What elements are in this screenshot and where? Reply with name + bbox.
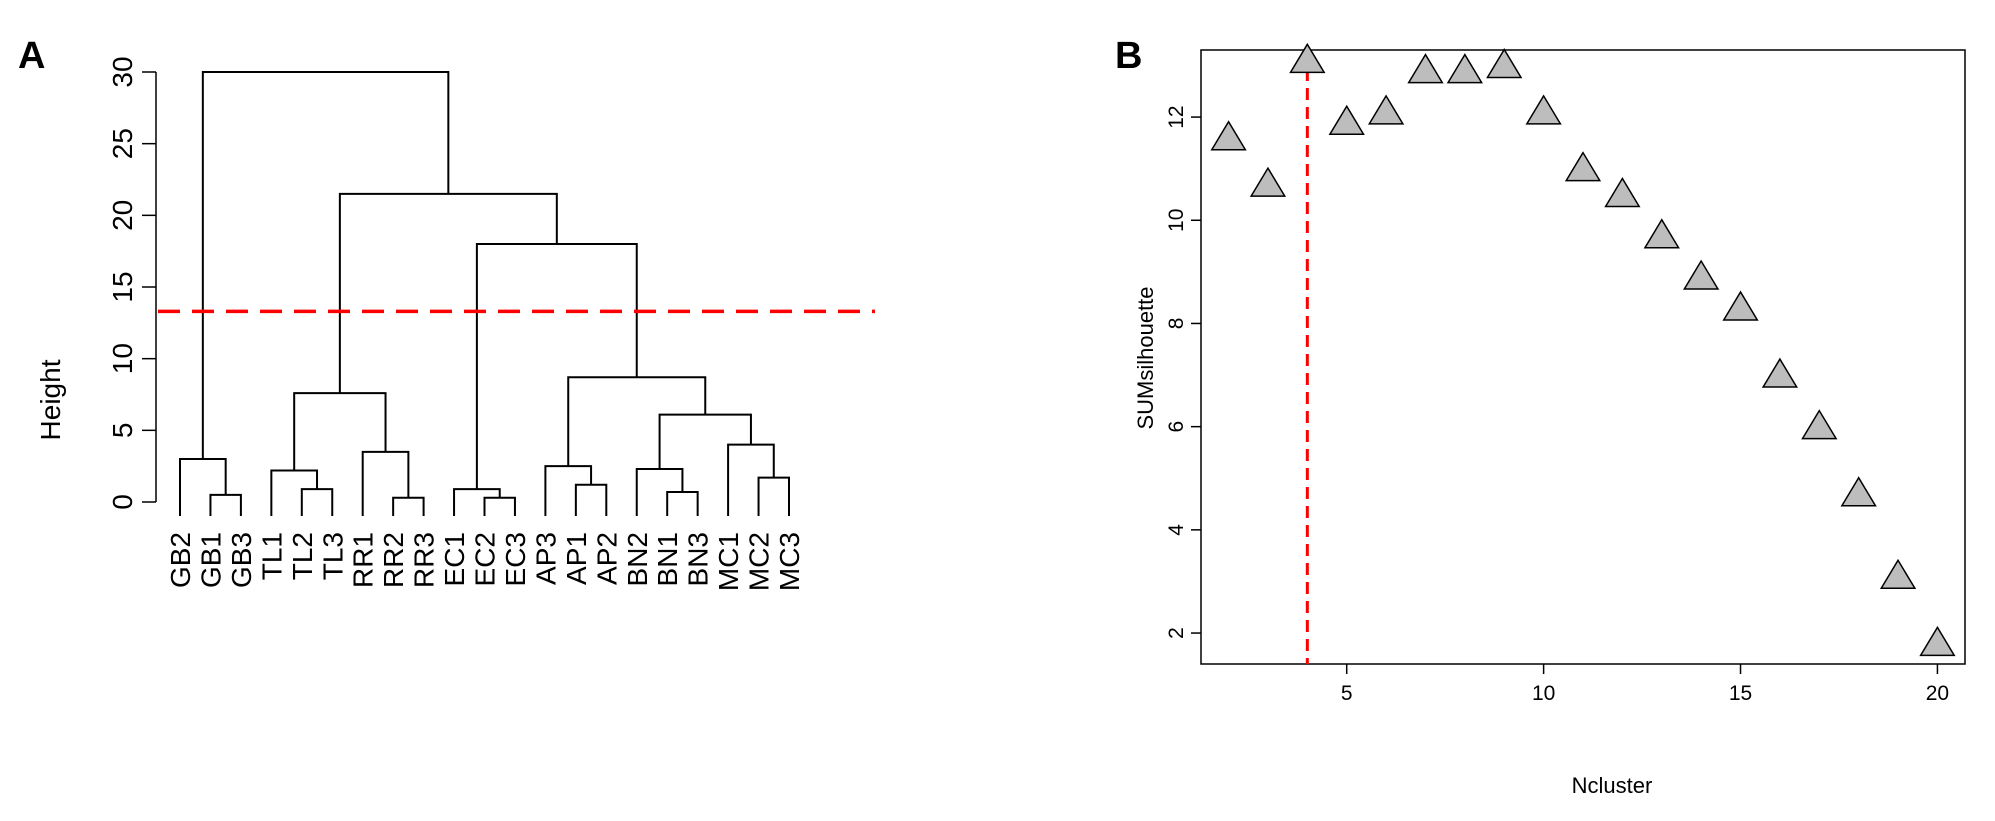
y-tick-label: 8 <box>1165 318 1188 330</box>
dendrogram-branch <box>483 496 516 516</box>
silhouette-point <box>1446 53 1483 84</box>
silhouette-point <box>1643 218 1680 249</box>
leaf-label: GB1 <box>195 532 226 588</box>
silhouette-point <box>1289 42 1326 74</box>
silhouette-point <box>1840 476 1877 507</box>
y-tick-label: 15 <box>107 271 138 302</box>
leaf-label: BN3 <box>683 532 714 586</box>
dendrogram-branch <box>544 465 593 516</box>
panel-label-b: B <box>1115 35 1142 77</box>
silhouette-x-axis: 5 10 15 20 <box>1341 664 1949 705</box>
silhouette-points <box>1210 42 1956 657</box>
leaf-label: AP1 <box>561 532 592 585</box>
leaf-label: MC1 <box>713 532 744 591</box>
leaf-label: TL1 <box>256 532 287 580</box>
leaf-label: EC1 <box>439 532 470 586</box>
y-tick-label: 2 <box>1165 627 1188 639</box>
dendrogram-branch <box>293 392 387 471</box>
silhouette-x-axis-label: Ncluster <box>1572 773 1653 798</box>
silhouette-point <box>1879 558 1917 590</box>
silhouette-point <box>1210 120 1247 151</box>
leaf-label: GB3 <box>226 532 257 588</box>
x-tick-label: 15 <box>1729 682 1752 705</box>
dendrogram-y-axis-label: Height <box>35 359 66 440</box>
dendrogram-branches <box>179 71 790 516</box>
silhouette-point <box>1486 48 1523 79</box>
y-tick-label: 5 <box>107 423 138 439</box>
dendrogram-branch <box>300 488 334 516</box>
y-tick-label: 4 <box>1165 524 1188 536</box>
dendrogram-y-axis: 0 5 10 15 20 25 30 <box>107 56 157 510</box>
y-tick-label: 0 <box>107 494 138 510</box>
dendrogram-branch <box>567 376 707 467</box>
silhouette-y-axis-label: SUMsilhouette <box>1133 286 1158 429</box>
leaf-label: BN2 <box>622 532 653 586</box>
silhouette-point <box>1525 94 1562 125</box>
dendrogram-branch <box>338 192 558 394</box>
leaf-label: MC2 <box>744 532 775 591</box>
y-tick-label: 25 <box>107 128 138 159</box>
silhouette-point <box>1761 357 1799 388</box>
silhouette-point <box>1564 151 1602 182</box>
leaf-label: RR2 <box>378 532 409 588</box>
silhouette-y-axis: 2 4 6 8 10 12 <box>1165 105 1201 639</box>
y-tick-label: 12 <box>1165 105 1188 128</box>
leaf-label: EC2 <box>470 532 501 586</box>
silhouette-point <box>1249 166 1287 197</box>
plot-frame <box>1200 49 1966 665</box>
dendrogram-branch <box>201 71 450 459</box>
leaf-label: EC3 <box>500 532 531 586</box>
leaf-label: TL3 <box>317 532 348 580</box>
panel-label-a: A <box>18 35 45 77</box>
x-tick-label: 10 <box>1532 682 1555 705</box>
leaf-label: GB2 <box>165 532 196 588</box>
dendrogram-branch <box>209 493 242 516</box>
leaf-label: MC3 <box>774 532 805 591</box>
dendrogram-branch <box>392 496 425 516</box>
y-tick-label: 20 <box>107 200 138 231</box>
silhouette-point <box>1919 625 1956 657</box>
dendrogram-branch <box>574 483 608 516</box>
y-tick-label: 6 <box>1165 421 1188 433</box>
leaf-label: RR3 <box>409 532 440 588</box>
dendrogram-branch <box>757 476 790 516</box>
dendrogram-branch <box>179 458 227 516</box>
silhouette-point <box>1328 104 1365 135</box>
x-tick-label: 5 <box>1341 682 1353 705</box>
silhouette-point <box>1722 290 1759 321</box>
dendrogram-panel: A Height 0 5 10 15 20 25 30 GB2 GB1 GB3 TL1 TL2 TL3… <box>18 35 875 591</box>
y-tick-label: 10 <box>1165 209 1188 232</box>
leaf-label: TL2 <box>287 532 318 580</box>
silhouette-point <box>1367 94 1405 125</box>
y-tick-label: 10 <box>107 343 138 374</box>
dendrogram-branch <box>475 243 638 490</box>
leaf-label: AP2 <box>591 532 622 585</box>
leaf-label: BN1 <box>652 532 683 586</box>
silhouette-point <box>1801 409 1838 440</box>
leaf-label: AP3 <box>530 532 561 585</box>
silhouette-point <box>1604 177 1641 208</box>
dendrogram-branch <box>658 413 752 470</box>
x-tick-label: 20 <box>1926 682 1949 705</box>
dendrogram-branch <box>727 443 775 516</box>
dendrogram-branch <box>361 450 410 516</box>
dendrogram-branch <box>453 488 501 516</box>
silhouette-point <box>1683 259 1720 290</box>
dendrogram-branch <box>270 469 319 516</box>
dendrogram-leaf-labels: GB2 GB1 GB3 TL1 TL2 TL3 RR1 RR2 RR3 EC1 EC2 EC3 AP3 A… <box>165 532 805 591</box>
leaf-label: RR1 <box>348 532 379 588</box>
silhouette-point <box>1407 53 1444 84</box>
dendrogram-branch <box>666 490 699 516</box>
y-tick-label: 30 <box>107 56 138 87</box>
silhouette-panel: B 2 4 6 8 10 12 5 10 15 20 Ncluster SUMsilhouett… <box>1115 35 1966 798</box>
